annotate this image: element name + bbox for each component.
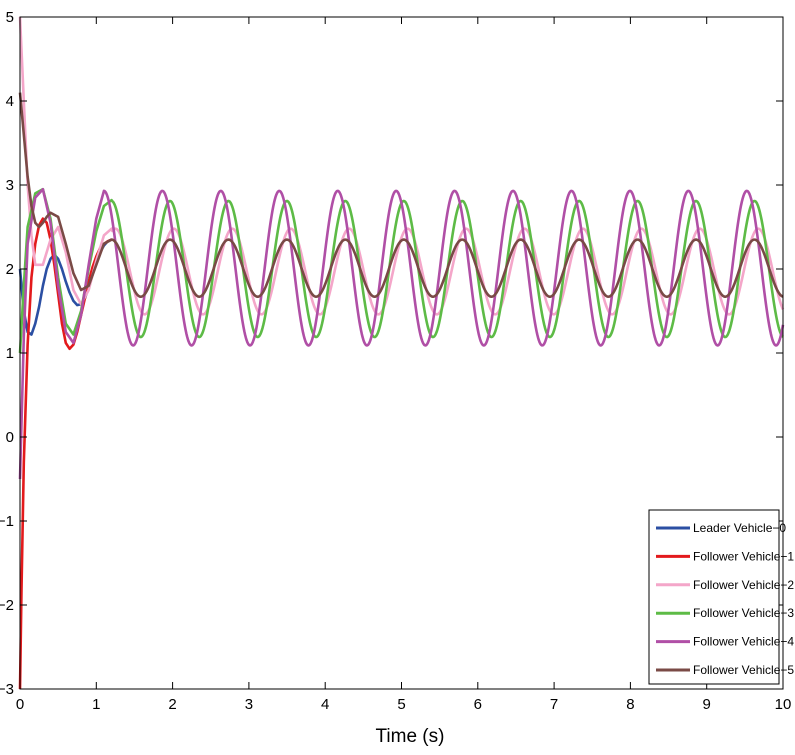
legend: Leader Vehicle−0 Follower Vehicle−1 Follow… (648, 509, 794, 685)
x-tick-label: 7 (550, 696, 558, 713)
y-tick-label: −1 (0, 513, 14, 530)
x-tick-label: 0 (16, 696, 24, 713)
y-tick-label: 2 (6, 261, 14, 278)
y-tick-label: 3 (6, 177, 14, 194)
x-tick-label: 2 (168, 696, 176, 713)
y-tick-label: −2 (0, 597, 14, 614)
x-tick-label: 8 (626, 696, 634, 713)
legend-label-0: Leader Vehicle−0 (693, 521, 786, 535)
legend-label-2: Follower Vehicle−2 (693, 578, 794, 592)
y-tick-label: −3 (0, 681, 14, 698)
y-tick-label: 0 (6, 429, 14, 446)
x-tick-label: 10 (775, 696, 792, 713)
x-axis-label: Time (s) (376, 726, 445, 747)
series-line-3 (18, 187, 784, 354)
legend-label-1: Follower Vehicle−1 (693, 549, 794, 563)
legend-items: Leader Vehicle−0 Follower Vehicle−1 Follow… (656, 521, 794, 677)
series-line-5 (18, 92, 784, 299)
legend-label-3: Follower Vehicle−3 (693, 606, 794, 620)
ticks-layer: 0 1 2 3 4 5 6 7 8 9 10 −3 −2 −1 0 1 2 3 4 5 (0, 9, 791, 713)
legend-label-4: Follower Vehicle−4 (693, 635, 794, 649)
x-tick-label: 4 (321, 696, 329, 713)
series-layer (18, 16, 785, 690)
x-tick-label: 6 (474, 696, 482, 713)
legend-label-5: Follower Vehicle−5 (693, 663, 794, 677)
x-tick-label: 5 (397, 696, 405, 713)
y-tick-label: 4 (6, 93, 14, 110)
legend-box (648, 509, 780, 685)
series-line-4 (18, 187, 785, 480)
x-tick-label: 1 (92, 696, 100, 713)
y-tick-label: 5 (6, 9, 14, 26)
series-line-2 (18, 16, 785, 316)
series-line-1 (18, 217, 113, 690)
y-tick-label: 1 (6, 345, 14, 362)
x-tick-label: 9 (703, 696, 711, 713)
x-tick-label: 3 (245, 696, 253, 713)
